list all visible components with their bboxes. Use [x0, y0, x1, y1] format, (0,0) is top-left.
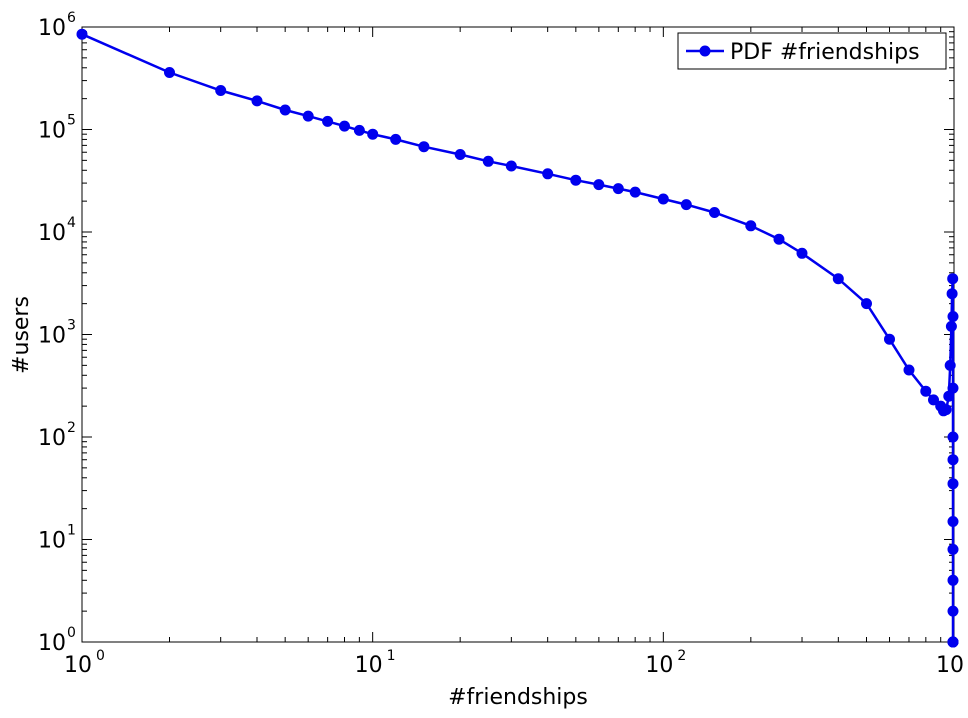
data-point	[339, 120, 350, 132]
data-point	[940, 404, 952, 416]
data-point	[745, 220, 757, 232]
y-tick-label: 10	[38, 221, 66, 246]
y-tick-exponent: 6	[67, 10, 76, 26]
data-point	[353, 124, 365, 136]
data-point	[947, 605, 959, 617]
data-point	[947, 516, 959, 527]
x-tick-label: 10	[645, 653, 673, 678]
data-point	[947, 454, 959, 466]
data-point	[454, 149, 466, 160]
data-point	[947, 382, 959, 394]
data-point	[796, 247, 808, 259]
x-tick-exponent: 2	[677, 648, 686, 664]
data-point	[390, 133, 402, 145]
data-point	[302, 110, 314, 122]
y-tick-label: 10	[38, 324, 66, 349]
data-point	[680, 199, 692, 211]
data-point	[418, 141, 430, 153]
y-tick-label: 10	[38, 119, 66, 144]
data-point	[884, 333, 895, 345]
data-point	[773, 233, 785, 245]
y-tick-label: 10	[38, 631, 66, 656]
data-point	[164, 67, 175, 78]
data-point	[944, 359, 956, 371]
legend: PDF #friendships	[677, 32, 947, 70]
y-tick-label: 10	[38, 426, 66, 451]
data-point	[612, 183, 624, 195]
data-point	[947, 574, 959, 586]
data-point	[903, 364, 915, 376]
ticks: 100101102103100101102103104105106	[38, 10, 964, 678]
x-tick-exponent: 1	[387, 648, 396, 664]
y-tick-exponent: 5	[67, 113, 76, 129]
data-point	[946, 288, 958, 300]
data-point	[861, 298, 872, 310]
y-tick-exponent: 2	[67, 420, 76, 436]
data-point	[709, 207, 720, 218]
data-point	[542, 168, 554, 180]
data-point	[657, 193, 669, 205]
data-point	[215, 85, 227, 96]
y-tick-label: 10	[38, 529, 66, 554]
data-point	[505, 160, 517, 172]
data-point	[279, 104, 291, 116]
x-axis-label: #friendships	[448, 685, 588, 710]
data-point	[76, 28, 88, 40]
data-point	[482, 155, 494, 167]
plot-area	[81, 26, 955, 643]
data-point	[920, 385, 932, 397]
y-axis-label: #users	[9, 296, 34, 374]
legend-label: PDF #friendships	[730, 40, 920, 65]
data-point	[570, 174, 582, 186]
x-tick-label: 10	[355, 653, 383, 678]
data-point	[251, 95, 263, 107]
data-point	[593, 179, 605, 191]
y-tick-exponent: 3	[67, 318, 76, 334]
y-tick-exponent: 4	[67, 215, 76, 231]
y-tick-exponent: 0	[67, 625, 76, 641]
x-tick-label: 10	[64, 653, 92, 678]
data-point	[947, 431, 959, 443]
series-layer	[76, 28, 959, 648]
data-point	[947, 273, 959, 285]
data-point	[947, 311, 959, 322]
data-point	[322, 115, 334, 127]
data-point	[367, 128, 379, 140]
data-point	[629, 186, 641, 198]
x-tick-exponent: 0	[96, 648, 105, 664]
data-point	[928, 394, 939, 406]
y-tick-label: 10	[38, 16, 66, 41]
legend-marker	[699, 45, 711, 57]
data-point	[947, 543, 959, 555]
data-point	[947, 478, 959, 490]
y-tick-exponent: 1	[67, 523, 76, 539]
x-tick-label: 10	[936, 653, 964, 678]
data-point	[832, 273, 844, 285]
data-point	[945, 320, 957, 332]
data-point	[947, 636, 959, 648]
